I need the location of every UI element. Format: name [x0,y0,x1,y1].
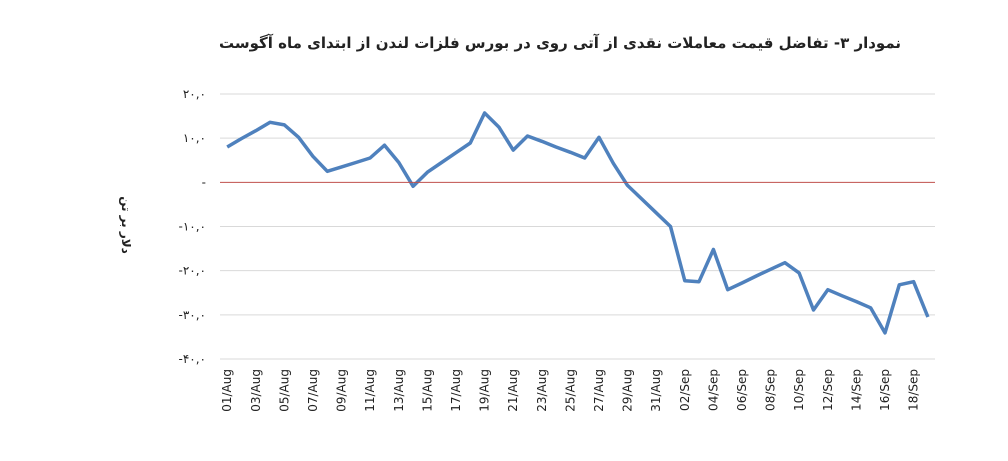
x-tick-label: 29/Aug [621,369,635,412]
x-tick-label: 21/Aug [506,369,520,412]
x-tick-label: 05/Aug [277,369,291,412]
x-tick-label: 04/Sep [706,369,720,411]
x-tick-label: 25/Aug [563,369,577,412]
x-tick-label: 08/Sep [764,369,778,411]
x-tick-label: 06/Sep [735,369,749,411]
x-tick-label: 18/Sep [907,369,921,411]
x-tick-label: 13/Aug [392,369,406,412]
y-tick-label: ۱۰,۰ [183,131,206,145]
y-tick-label: -۱۰,۰ [179,220,206,234]
x-tick-label: 19/Aug [478,369,492,412]
x-tick-label: 31/Aug [649,369,663,412]
x-tick-label: 27/Aug [592,369,606,412]
y-tick-label: ۲۰,۰ [183,87,206,101]
x-tick-label: 14/Sep [849,369,863,411]
x-tick-label: 17/Aug [449,369,463,412]
x-tick-label: 11/Aug [363,369,377,412]
chart-title: نمودار ۳- تفاضل قیمت معاملات نقدی از آتی… [219,34,901,52]
y-tick-label: - [202,175,206,189]
data-line [226,111,930,335]
x-tick-label: 12/Sep [821,369,835,411]
x-tick-label: 10/Sep [792,369,806,411]
y-tick-label: -۴۰,۰ [179,352,206,366]
x-tick-label: 16/Sep [878,369,892,411]
x-tick-label: 07/Aug [306,369,320,412]
y-tick-label: -۲۰,۰ [179,264,206,278]
x-tick-label: 02/Sep [678,369,692,411]
x-tick-label: 01/Aug [220,369,234,412]
x-tick-label: 09/Aug [335,369,349,412]
x-tick-label: 23/Aug [535,369,549,412]
x-tick-label: 15/Aug [420,369,434,412]
y-tick-label: -۳۰,۰ [179,308,206,322]
y-axis-label: دلار بر تن [119,196,133,254]
x-tick-label: 03/Aug [249,369,263,412]
